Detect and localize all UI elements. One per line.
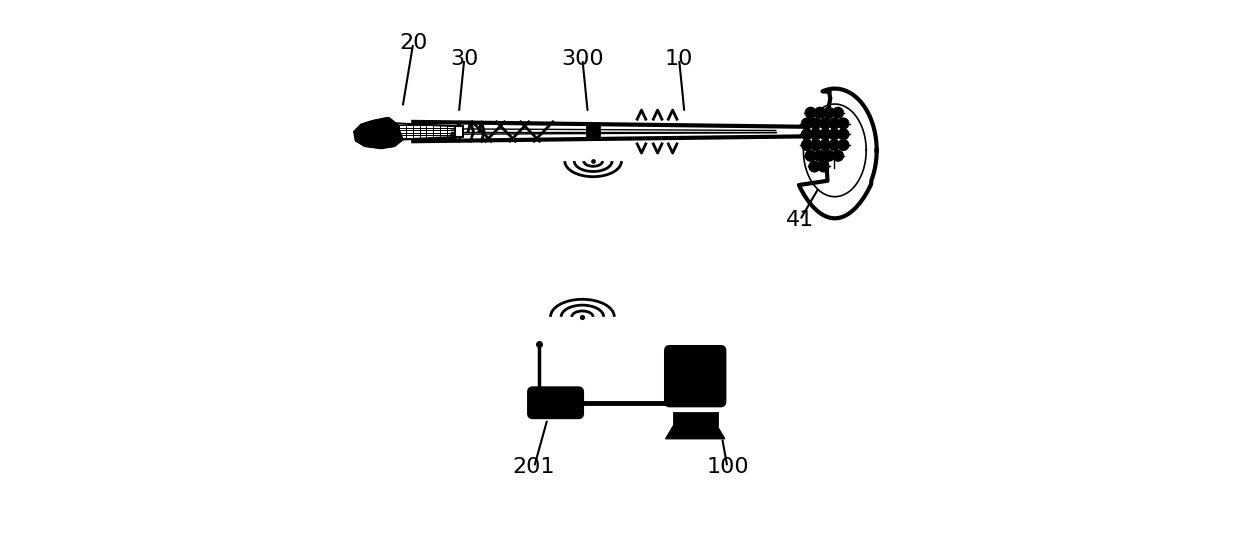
Circle shape xyxy=(838,140,848,150)
Circle shape xyxy=(820,140,831,150)
Text: 20: 20 xyxy=(399,33,428,53)
Circle shape xyxy=(832,107,843,118)
Circle shape xyxy=(838,118,848,129)
Circle shape xyxy=(815,107,825,118)
Circle shape xyxy=(801,118,812,129)
Text: 300: 300 xyxy=(560,49,604,69)
Circle shape xyxy=(811,118,821,129)
Circle shape xyxy=(820,118,831,129)
Bar xyxy=(673,413,717,425)
FancyBboxPatch shape xyxy=(528,388,583,418)
Circle shape xyxy=(823,150,835,161)
Circle shape xyxy=(811,129,821,140)
Circle shape xyxy=(828,118,839,129)
Text: 41: 41 xyxy=(786,210,813,230)
Polygon shape xyxy=(666,425,724,439)
Circle shape xyxy=(805,150,816,161)
Circle shape xyxy=(811,140,821,150)
Circle shape xyxy=(808,161,820,172)
Circle shape xyxy=(820,129,831,140)
Text: 201: 201 xyxy=(513,457,556,477)
Bar xyxy=(455,126,464,137)
Circle shape xyxy=(832,150,843,161)
Polygon shape xyxy=(355,118,403,148)
Text: 10: 10 xyxy=(665,49,693,69)
Circle shape xyxy=(801,140,812,150)
Circle shape xyxy=(823,107,835,118)
Circle shape xyxy=(815,150,825,161)
FancyBboxPatch shape xyxy=(666,346,725,406)
Bar xyxy=(588,124,599,139)
Text: 100: 100 xyxy=(706,457,749,477)
Circle shape xyxy=(828,140,839,150)
Text: 30: 30 xyxy=(450,49,479,69)
Circle shape xyxy=(805,107,816,118)
Circle shape xyxy=(828,129,839,140)
Circle shape xyxy=(818,161,828,172)
Circle shape xyxy=(801,129,812,140)
Circle shape xyxy=(838,129,848,140)
